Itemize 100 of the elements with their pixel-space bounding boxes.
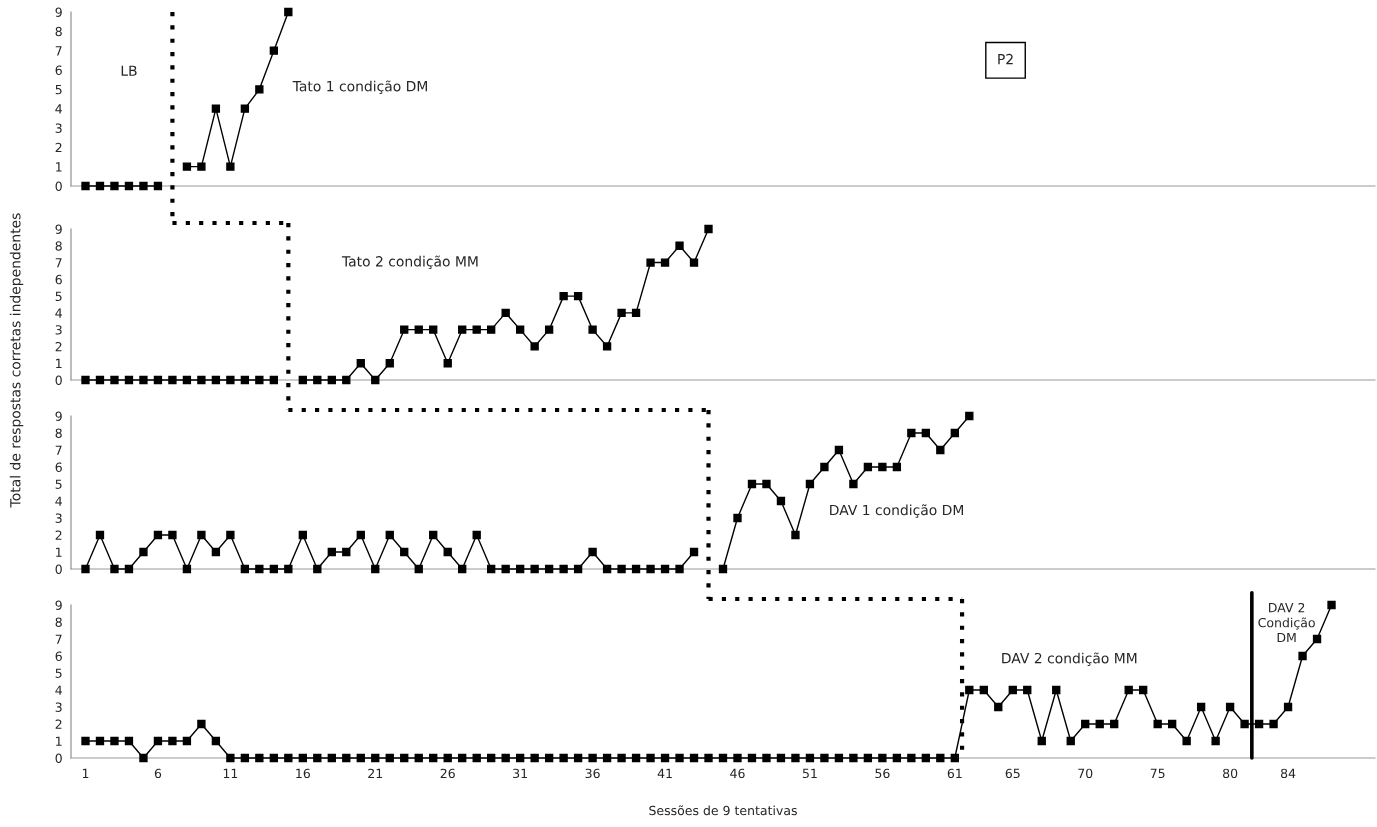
point: [153, 375, 163, 385]
point: [458, 325, 467, 334]
x-tick-label: 80: [1223, 768, 1238, 779]
x-tick-label: 65: [1005, 768, 1020, 779]
y-tick-label: 0: [55, 753, 62, 763]
y-tick-label: 3: [55, 702, 62, 712]
annotation: P2: [998, 53, 1013, 65]
point: [269, 375, 279, 385]
y-tick-label: 4: [55, 496, 62, 506]
x-tick-label: 21: [368, 768, 383, 778]
point: [226, 162, 235, 171]
y-tick-label: 9: [55, 7, 62, 17]
y-tick-label: 5: [55, 668, 62, 678]
annotation: DAV 2 Condição DM: [1258, 602, 1315, 643]
x-tick-label: 70: [1078, 768, 1093, 779]
point: [197, 162, 206, 171]
annotation: Tato 2 condição MM: [341, 255, 478, 270]
point: [240, 375, 250, 385]
point: [153, 181, 163, 191]
point: [168, 375, 177, 385]
point: [588, 325, 597, 334]
point: [240, 104, 250, 113]
point: [124, 181, 134, 191]
y-tick-label: 1: [56, 162, 62, 172]
point: [197, 375, 206, 385]
x-tick-label: 41: [657, 768, 672, 778]
point: [487, 325, 496, 334]
y-tick-label: 7: [55, 634, 62, 644]
y-axis-title: Total de respostas corretas independentes: [9, 213, 24, 508]
y-tick-label: 5: [55, 479, 62, 489]
point: [110, 375, 119, 385]
point: [573, 291, 583, 301]
x-tick-label: 51: [802, 768, 817, 779]
point: [139, 375, 148, 385]
x-tick-label: 16: [296, 768, 310, 779]
point: [530, 342, 539, 351]
y-tick-label: 6: [55, 65, 62, 75]
y-tick-label: 7: [55, 46, 62, 56]
point: [284, 7, 293, 17]
y-tick-label: 7: [55, 445, 62, 455]
y-tick-label: 0: [55, 181, 62, 191]
y-tick-label: 0: [55, 564, 62, 574]
y-tick-label: 9: [55, 600, 62, 610]
point: [414, 325, 423, 334]
y-tick-label: 8: [55, 617, 62, 627]
point: [327, 375, 336, 385]
y-tick-label: 6: [55, 651, 62, 661]
y-tick-label: 9: [55, 411, 62, 421]
y-tick-label: 4: [55, 104, 62, 114]
point: [255, 375, 264, 385]
x-tick-label: 75: [1150, 768, 1165, 779]
x-tick-label: 61: [947, 768, 962, 779]
y-tick-label: 9: [55, 224, 62, 234]
point: [544, 325, 554, 334]
point: [110, 181, 119, 191]
y-tick-label: 4: [55, 308, 62, 318]
annotation: DAV 2 condição MM: [1002, 652, 1137, 666]
point: [139, 181, 148, 191]
y-tick-label: 6: [55, 462, 62, 472]
point: [81, 375, 90, 385]
point: [704, 224, 713, 234]
y-tick-label: 0: [55, 375, 62, 385]
point: [371, 375, 380, 385]
y-tick-label: 4: [55, 685, 62, 695]
y-tick-label: 3: [55, 513, 62, 523]
point: [429, 325, 438, 334]
point: [182, 375, 192, 385]
point: [124, 375, 134, 385]
x-tick-label: 84: [1280, 768, 1296, 779]
y-tick-label: 2: [55, 530, 62, 540]
point: [182, 162, 192, 171]
point: [95, 181, 105, 191]
point: [342, 375, 351, 385]
annotation: DAV 1 condição DM: [830, 504, 963, 518]
point: [617, 308, 626, 318]
point: [675, 241, 684, 250]
point: [356, 359, 365, 368]
point: [501, 308, 510, 318]
y-tick-label: 5: [55, 84, 62, 95]
y-tick-label: 3: [55, 325, 62, 335]
point: [660, 258, 670, 267]
y-tick-label: 1: [56, 358, 62, 368]
point: [689, 258, 699, 267]
point: [631, 308, 641, 318]
y-tick-label: 3: [55, 123, 62, 133]
y-tick-label: 5: [55, 291, 62, 302]
point: [400, 325, 409, 334]
y-tick-label: 7: [55, 258, 62, 268]
point: [646, 258, 655, 267]
y-tick-label: 1: [56, 736, 62, 746]
y-tick-label: 2: [55, 142, 62, 153]
point: [95, 375, 105, 385]
x-tick-label: 36: [585, 768, 600, 779]
point: [313, 375, 322, 385]
x-tick-label: 6: [154, 768, 162, 779]
annotation: LB: [121, 65, 137, 76]
point: [443, 359, 452, 368]
x-axis-title: Sessões de 9 tentativas: [649, 805, 797, 816]
point: [211, 375, 221, 385]
y-tick-label: 8: [55, 241, 62, 251]
